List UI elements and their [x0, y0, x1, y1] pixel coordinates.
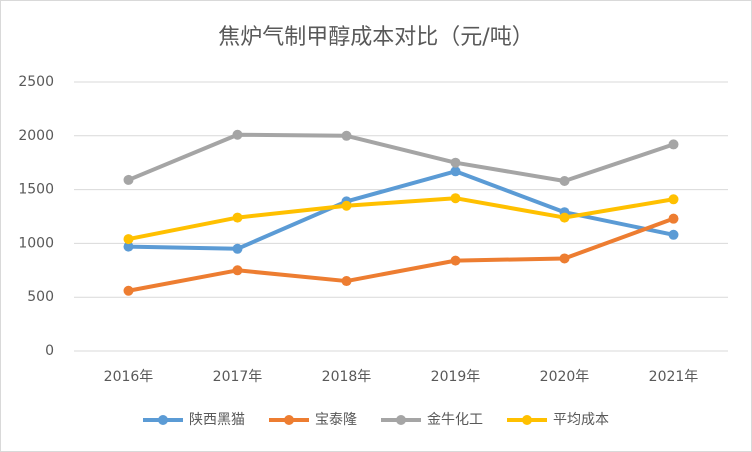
point [450, 157, 461, 168]
point [559, 253, 570, 264]
point [123, 234, 134, 245]
point [232, 129, 243, 140]
legend-marker [396, 415, 406, 425]
series-line [126, 196, 676, 242]
series-line [126, 216, 676, 293]
legend-label: 陕西黑猫 [189, 412, 245, 428]
y-tick-label: 0 [45, 343, 54, 359]
point [450, 166, 461, 177]
point [123, 285, 134, 296]
y-tick-label: 1500 [18, 182, 54, 198]
x-tick-label: 2021年 [649, 369, 699, 385]
legend-label: 金牛化工 [427, 412, 483, 428]
y-tick-label: 2500 [18, 74, 54, 90]
point [232, 265, 243, 276]
point [668, 229, 679, 240]
x-tick-label: 2018年 [322, 369, 372, 385]
point [123, 241, 134, 252]
point [450, 255, 461, 266]
point [341, 130, 352, 141]
legend-marker [158, 415, 168, 425]
legend-marker [284, 415, 294, 425]
point [341, 200, 352, 211]
series-line [126, 132, 676, 183]
y-tick-label: 1000 [18, 235, 54, 251]
y-tick-label: 2000 [18, 128, 54, 144]
point [559, 175, 570, 186]
x-tick-label: 2016年 [104, 369, 154, 385]
point [668, 194, 679, 205]
chart-title: 焦炉气制甲醇成本对比（元/吨） [218, 25, 533, 50]
point [341, 276, 352, 287]
legend-label: 宝泰隆 [315, 412, 357, 428]
point [559, 212, 570, 223]
point [668, 213, 679, 224]
point [232, 212, 243, 223]
x-tick-label: 2017年 [213, 369, 263, 385]
x-tick-label: 2019年 [431, 369, 481, 385]
legend-marker [522, 415, 532, 425]
point [123, 174, 134, 185]
point [668, 139, 679, 150]
legend-label: 平均成本 [553, 412, 609, 428]
point [232, 243, 243, 254]
x-tick-label: 2020年 [540, 369, 590, 385]
point [450, 193, 461, 204]
y-tick-label: 500 [27, 289, 54, 305]
